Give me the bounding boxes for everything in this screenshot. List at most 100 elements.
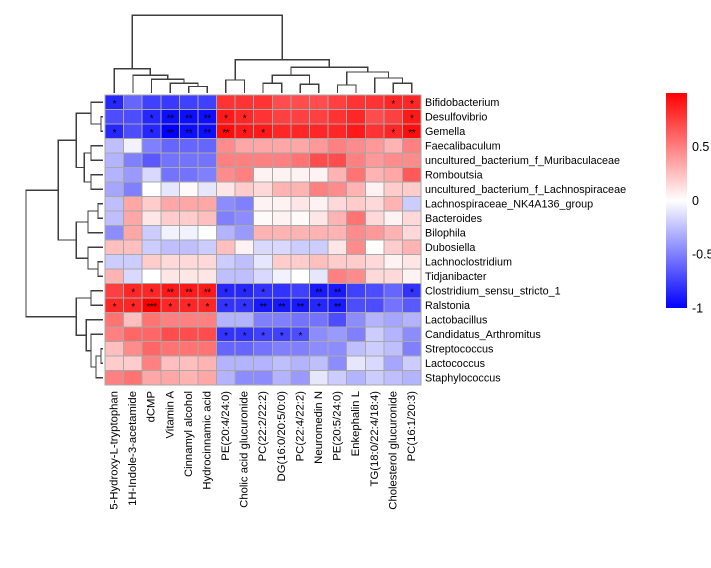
heatmap-cell bbox=[346, 355, 366, 371]
heatmap-cell bbox=[308, 370, 329, 386]
column-label: PC(22:2/22:2) bbox=[257, 391, 269, 462]
heatmap-cell bbox=[401, 341, 422, 357]
heatmap-cell bbox=[234, 239, 255, 255]
heatmap-cell bbox=[123, 196, 143, 212]
significance-marker: * bbox=[113, 99, 117, 110]
heatmap-cell bbox=[234, 196, 255, 212]
heatmap-cell bbox=[364, 268, 385, 284]
heatmap-cell bbox=[308, 152, 329, 168]
heatmap-cell bbox=[346, 225, 366, 241]
heatmap-cell bbox=[197, 370, 218, 386]
heatmap-cell bbox=[401, 152, 422, 168]
heatmap-cell bbox=[104, 239, 125, 255]
heatmap-cell bbox=[383, 297, 403, 313]
significance-marker: * bbox=[150, 128, 154, 139]
heatmap-cell bbox=[160, 370, 180, 386]
heatmap-cell bbox=[346, 123, 366, 139]
heatmap-cell bbox=[327, 225, 348, 241]
significance-marker: ** bbox=[167, 287, 174, 298]
significance-marker: ** bbox=[204, 128, 211, 139]
heatmap-cell bbox=[308, 94, 329, 110]
heatmap-cell bbox=[160, 326, 180, 342]
heatmap-cell bbox=[327, 239, 348, 255]
heatmap-cell bbox=[327, 268, 348, 284]
legend-tick-label: -0.5 bbox=[692, 248, 711, 262]
heatmap-cell bbox=[346, 152, 366, 168]
heatmap-cell bbox=[178, 152, 199, 168]
significance-marker: * bbox=[113, 302, 117, 313]
heatmap-cell bbox=[178, 312, 199, 328]
row-label: Faecalibaculum bbox=[425, 141, 501, 153]
heatmap-cell bbox=[290, 138, 310, 154]
heatmap-cell bbox=[401, 239, 422, 255]
heatmap-cell bbox=[271, 181, 292, 197]
row-label: Dubosiella bbox=[425, 242, 475, 254]
heatmap-cell bbox=[346, 138, 366, 154]
significance-marker: * bbox=[261, 287, 265, 298]
heatmap-cell bbox=[383, 268, 403, 284]
heatmap-cell bbox=[308, 268, 329, 284]
significance-marker: ** bbox=[315, 287, 322, 298]
heatmap-cell bbox=[234, 312, 255, 328]
heatmap-cell bbox=[346, 109, 366, 125]
heatmap-cell bbox=[104, 254, 125, 270]
heatmap-cell bbox=[216, 94, 236, 110]
heatmap-cell bbox=[160, 312, 180, 328]
heatmap-cell bbox=[141, 312, 162, 328]
heatmap-cell bbox=[123, 181, 143, 197]
heatmap-cell bbox=[197, 225, 218, 241]
column-label: dCMP bbox=[146, 391, 158, 422]
heatmap-cell bbox=[160, 138, 180, 154]
heatmap-cell bbox=[290, 123, 310, 139]
heatmap-cell bbox=[290, 210, 310, 226]
heatmap-cell bbox=[234, 370, 255, 386]
significance-marker: * bbox=[280, 331, 284, 342]
legend-tick-label: 0 bbox=[692, 194, 699, 208]
heatmap-cell bbox=[271, 355, 292, 371]
significance-marker: ** bbox=[222, 128, 229, 139]
heatmap-cell bbox=[197, 268, 218, 284]
heatmap-cell bbox=[197, 152, 218, 168]
heatmap-cell bbox=[327, 355, 348, 371]
heatmap-cell bbox=[308, 326, 329, 342]
significance-marker: * bbox=[410, 113, 414, 124]
heatmap-cell bbox=[290, 196, 310, 212]
heatmap-cell bbox=[178, 326, 199, 342]
row-label: uncultured_bacterium_f_Lachnospiraceae bbox=[425, 184, 626, 196]
significance-marker: * bbox=[187, 302, 191, 313]
row-label: Ralstonia bbox=[425, 300, 470, 312]
row-label: Streptococcus bbox=[425, 344, 494, 356]
heatmap-cell bbox=[401, 167, 422, 183]
heatmap-cell bbox=[141, 239, 162, 255]
heatmap-cell bbox=[253, 138, 273, 154]
heatmap-cell bbox=[197, 312, 218, 328]
heatmap-cell bbox=[346, 167, 366, 183]
heatmap-cell bbox=[123, 341, 143, 357]
heatmap-cell bbox=[234, 167, 255, 183]
heatmap-cell bbox=[197, 239, 218, 255]
heatmap-cell bbox=[160, 341, 180, 357]
column-label: Cholesterol glucuronide bbox=[387, 391, 399, 510]
row-label: Lachnospiraceae_NK4A136_group bbox=[425, 199, 593, 211]
heatmap-cell bbox=[253, 239, 273, 255]
heatmap-cell bbox=[308, 167, 329, 183]
heatmap-cell bbox=[290, 370, 310, 386]
significance-marker: ** bbox=[334, 302, 341, 313]
heatmap-cell bbox=[253, 355, 273, 371]
heatmap-cell bbox=[290, 225, 310, 241]
heatmap-cell bbox=[346, 254, 366, 270]
row-label: Lactococcus bbox=[425, 358, 486, 370]
heatmap-cell bbox=[253, 370, 273, 386]
significance-marker: * bbox=[224, 287, 228, 298]
heatmap-cell bbox=[308, 239, 329, 255]
heatmap-cell bbox=[383, 225, 403, 241]
column-dendrogram bbox=[113, 14, 413, 93]
heatmap-cell bbox=[271, 167, 292, 183]
heatmap-cell bbox=[216, 152, 236, 168]
row-label: Bifidobacterium bbox=[425, 97, 499, 109]
heatmap-cell bbox=[383, 341, 403, 357]
heatmap-cell bbox=[104, 167, 125, 183]
heatmap-cell bbox=[327, 181, 348, 197]
significance-marker: * bbox=[113, 128, 117, 139]
column-label: PE(20:4/24:0) bbox=[220, 391, 232, 461]
